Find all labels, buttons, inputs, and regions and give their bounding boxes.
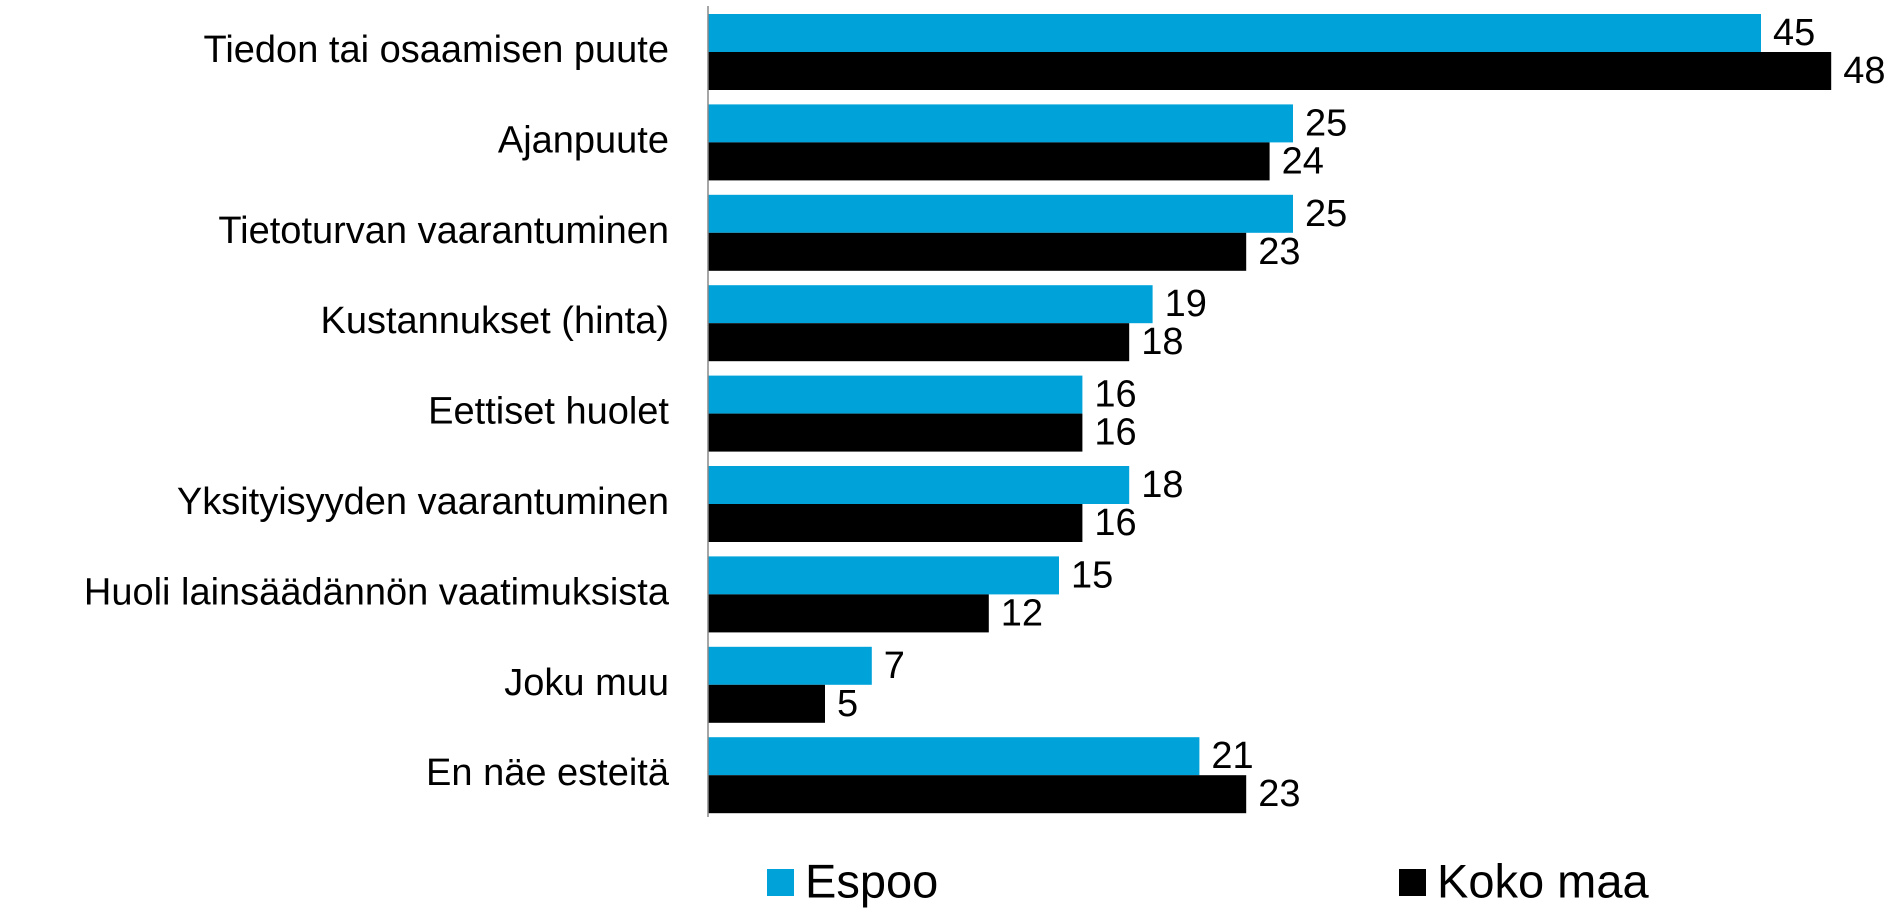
- value-label: 5: [837, 683, 858, 725]
- value-label: 16: [1094, 374, 1136, 416]
- value-label: 24: [1282, 140, 1324, 182]
- category-label: Ajanpuute: [498, 119, 669, 161]
- bar: [708, 466, 1130, 504]
- value-label: 16: [1094, 502, 1136, 544]
- legend-swatch: [1399, 869, 1426, 896]
- category-label: Kustannukset (hinta): [320, 300, 669, 342]
- value-label: 23: [1258, 231, 1300, 273]
- value-label: 15: [1071, 554, 1113, 596]
- legend-label: Espoo: [805, 854, 938, 907]
- bar: [708, 594, 989, 633]
- legend-label: Koko maa: [1437, 854, 1649, 907]
- value-label: 16: [1094, 412, 1136, 454]
- value-label: 45: [1773, 12, 1815, 54]
- bar: [708, 323, 1130, 362]
- value-label: 25: [1305, 102, 1347, 144]
- bar: [708, 684, 825, 723]
- legend-swatch: [767, 869, 794, 896]
- category-label: Tiedon tai osaamisen puute: [204, 29, 669, 71]
- bar: [708, 646, 872, 685]
- value-label: 12: [1001, 592, 1043, 634]
- value-label: 48: [1843, 50, 1885, 92]
- bar: [708, 104, 1293, 143]
- bar: [708, 413, 1083, 452]
- bar: [708, 737, 1200, 776]
- value-label: 7: [884, 645, 905, 687]
- value-label: 23: [1258, 773, 1300, 815]
- bar: [708, 142, 1270, 181]
- category-label: Eettiset huolet: [428, 391, 669, 433]
- value-label: 19: [1165, 283, 1207, 325]
- value-label: 18: [1141, 321, 1183, 363]
- bar: [708, 232, 1247, 271]
- value-label: 18: [1141, 464, 1183, 506]
- value-label: 21: [1211, 735, 1253, 777]
- bar: [708, 556, 1059, 595]
- bar: [708, 775, 1247, 814]
- category-label: Huoli lainsäädännön vaatimuksista: [84, 571, 670, 613]
- bar: [708, 285, 1153, 324]
- bar: [708, 14, 1761, 52]
- category-label: En näe esteitä: [426, 752, 670, 794]
- bar: [708, 52, 1832, 90]
- category-label: Tietoturvan vaarantuminen: [218, 210, 669, 252]
- category-label: Yksityisyyden vaarantuminen: [177, 481, 669, 523]
- category-label: Joku muu: [504, 662, 669, 704]
- bar: [708, 375, 1083, 414]
- bar: [708, 194, 1293, 233]
- bar: [708, 504, 1083, 542]
- value-label: 25: [1305, 193, 1347, 235]
